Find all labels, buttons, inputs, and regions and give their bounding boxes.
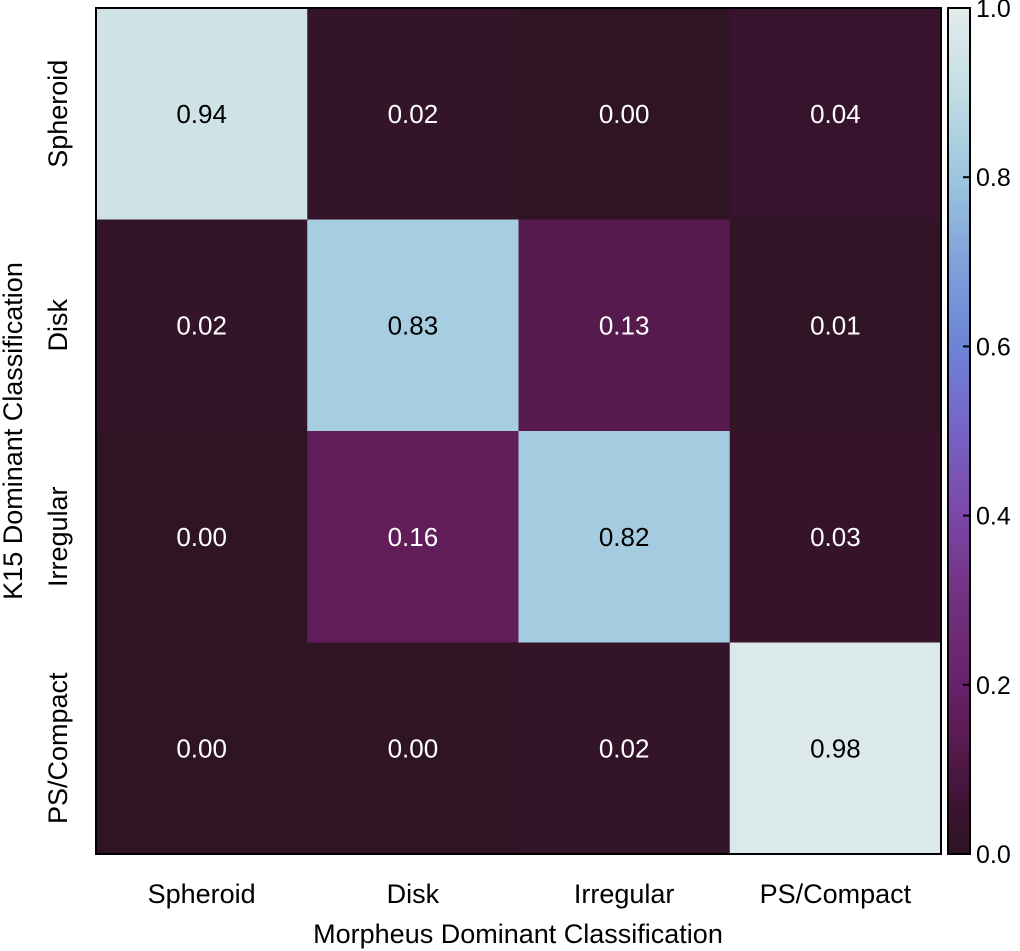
heatmap-cell bbox=[518, 431, 731, 643]
heatmap-cell bbox=[96, 219, 308, 432]
x-axis-label: Morpheus Dominant Classification bbox=[313, 919, 723, 949]
cell-value-label: 0.83 bbox=[388, 310, 439, 340]
cell-value-label: 0.94 bbox=[176, 99, 227, 129]
cell-value-label: 0.04 bbox=[810, 99, 861, 129]
cell-value-label: 0.01 bbox=[810, 310, 861, 340]
cell-value-label: 0.98 bbox=[810, 733, 861, 763]
colorbar-tick-label: 0.4 bbox=[976, 503, 1011, 531]
heatmap-cell bbox=[518, 219, 731, 432]
heatmap-cell bbox=[729, 431, 942, 643]
heatmap-cells bbox=[96, 8, 942, 855]
plot-frame bbox=[95, 7, 942, 855]
colorbar-ticks: 0.0 0.2 0.4 0.6 0.8 1.0 bbox=[963, 0, 1011, 869]
x-tick-label: Spheroid bbox=[148, 879, 256, 909]
colorbar-tick-label: 0.2 bbox=[976, 672, 1011, 700]
heatmap-cell bbox=[96, 642, 308, 855]
heatmap-cell bbox=[729, 642, 942, 855]
cell-value-label: 0.13 bbox=[599, 310, 650, 340]
heatmap-cell bbox=[307, 219, 519, 432]
heatmap-cell bbox=[729, 8, 942, 220]
cell-value-label: 0.16 bbox=[388, 522, 439, 552]
colorbar-tick-label: 0.8 bbox=[976, 164, 1011, 192]
y-tick-label: Disk bbox=[43, 299, 73, 352]
heatmap-cell bbox=[96, 431, 308, 643]
cell-value-label: 0.02 bbox=[599, 733, 650, 763]
y-tick-label: Spheroid bbox=[43, 60, 73, 168]
heatmap-cell bbox=[96, 8, 308, 220]
heatmap-cell bbox=[307, 8, 519, 220]
colorbar-tick-label: 0.0 bbox=[976, 841, 1011, 869]
cell-value-label: 0.00 bbox=[176, 733, 227, 763]
cell-value-label: 0.02 bbox=[388, 99, 439, 129]
colorbar-tick-label: 1.0 bbox=[976, 0, 1011, 23]
cell-value-label: 0.03 bbox=[810, 522, 861, 552]
y-tick-labels: Spheroid Disk Irregular PS/Compact bbox=[43, 60, 73, 824]
heatmap-cell bbox=[518, 642, 731, 855]
colorbar bbox=[947, 7, 971, 855]
heatmap-cell bbox=[518, 8, 731, 220]
x-tick-label: Irregular bbox=[574, 879, 675, 909]
y-tick-label: PS/Compact bbox=[43, 672, 73, 824]
x-tick-label: PS/Compact bbox=[760, 879, 912, 909]
cell-value-label: 0.82 bbox=[599, 522, 650, 552]
cell-value-label: 0.02 bbox=[176, 310, 227, 340]
heatmap-cell bbox=[729, 219, 942, 432]
heatmap-cell bbox=[307, 642, 519, 855]
cell-value-label: 0.00 bbox=[388, 733, 439, 763]
y-axis-label: K15 Dominant Classification bbox=[0, 262, 28, 600]
heatmap-cell-labels: 0.94 0.02 0.00 0.04 0.02 0.83 0.13 0.01 0.00 0.16… bbox=[176, 99, 860, 764]
heatmap-cell bbox=[307, 431, 519, 643]
y-tick-label: Irregular bbox=[43, 486, 73, 587]
colorbar-tick-label: 0.6 bbox=[976, 333, 1011, 361]
x-tick-label: Disk bbox=[387, 879, 440, 909]
cell-value-label: 0.00 bbox=[176, 522, 227, 552]
x-tick-labels: Spheroid Disk Irregular PS/Compact bbox=[148, 879, 912, 909]
cell-value-label: 0.00 bbox=[599, 99, 650, 129]
